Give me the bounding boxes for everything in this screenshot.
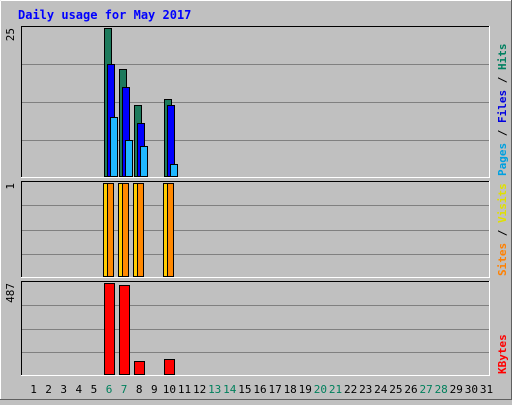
visits-legend-entry: Sites [496,243,509,276]
kbytes-legend-entry: KBytes [496,334,509,374]
hits-legend-entry: / [496,70,509,90]
x-tick-label: 11 [178,383,191,396]
hits-legend-entry: Pages [496,143,509,176]
x-tick-label: 18 [284,383,297,396]
x-tick-label: 16 [253,383,266,396]
x-tick-label: 19 [299,383,312,396]
kbytes-bar-kbytes [119,285,130,375]
x-tick-label: 3 [60,383,67,396]
visits-bar-sites [137,183,144,277]
x-tick-label: 12 [193,383,206,396]
visits-bar-sites [167,183,174,277]
x-tick-label: 17 [268,383,281,396]
x-tick-label: 1 [30,383,37,396]
hits-max-label: 25 [4,28,17,41]
chart-title: Daily usage for May 2017 [18,8,191,22]
x-tick-label: 9 [151,383,158,396]
hits-legend-entry: Files [496,90,509,123]
x-tick-label: 23 [359,383,372,396]
visits-bar-sites [107,183,114,277]
kbytes-legend: KBytes [496,334,509,374]
x-tick-label: 21 [329,383,342,396]
kbytes-bar-kbytes [104,283,115,375]
x-tick-label: 30 [465,383,478,396]
visits-legend: Sites / Visits [496,183,509,276]
hits-bar-pages [110,117,118,177]
x-tick-label: 27 [419,383,432,396]
visits-max-label: 1 [4,183,17,190]
visits-legend-entry: / [496,223,509,243]
x-tick-label: 20 [314,383,327,396]
x-tick-label: 10 [163,383,176,396]
x-tick-label: 22 [344,383,357,396]
x-tick-label: 24 [374,383,388,396]
x-tick-label: 5 [91,383,98,396]
hits-legend: Pages / Files / Hits [496,44,509,177]
x-tick-label: 2 [45,383,52,396]
visits-panel [21,181,490,278]
x-tick-label: 28 [435,383,448,396]
x-tick-label: 15 [238,383,251,396]
x-tick-label: 25 [389,383,402,396]
hits-legend-entry: Hits [496,44,509,71]
x-tick-label: 8 [136,383,143,396]
kbytes-panel [21,281,490,376]
x-tick-label: 29 [450,383,463,396]
x-tick-label: 13 [208,383,221,396]
hits-bar-pages [170,164,178,177]
x-tick-label: 4 [75,383,82,396]
kbytes-bar-kbytes [164,359,175,375]
kbytes-max-label: 487 [4,283,17,303]
visits-bar-sites [122,183,129,277]
hits-bar-pages [140,146,148,177]
x-tick-label: 26 [404,383,417,396]
hits-bar-pages [125,140,133,177]
x-tick-label: 14 [223,383,237,396]
kbytes-bar-kbytes [134,361,145,375]
hits-legend-entry: / [496,123,509,143]
x-tick-label: 31 [480,383,493,396]
x-tick-label: 6 [106,383,113,396]
x-tick-label: 7 [121,383,128,396]
visits-legend-entry: Visits [496,183,509,223]
